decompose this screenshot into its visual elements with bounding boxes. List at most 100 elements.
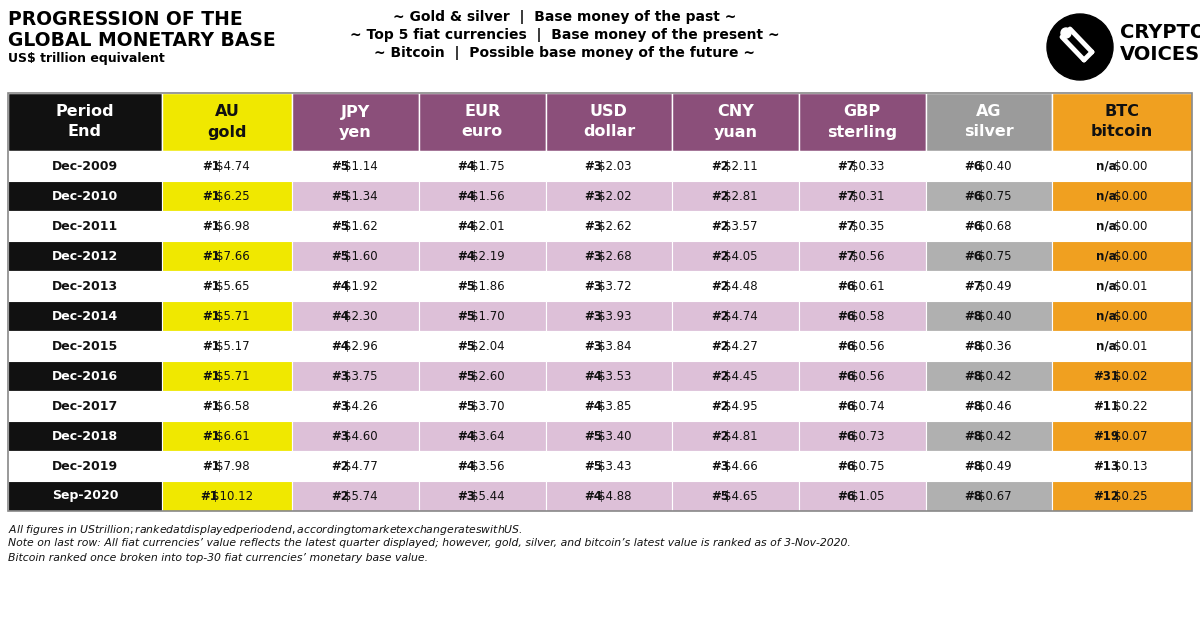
Text: #2: #2 <box>712 429 728 443</box>
Text: #8: #8 <box>965 340 983 352</box>
Text: Dec-2015: Dec-2015 <box>52 340 118 352</box>
Text: VOICES: VOICES <box>1120 46 1200 65</box>
Text: BTC: BTC <box>1105 105 1140 119</box>
Text: #2: #2 <box>712 250 728 262</box>
Text: Bitcoin ranked once broken into top-30 fiat currencies’ monetary base value.: Bitcoin ranked once broken into top-30 f… <box>8 553 428 563</box>
Bar <box>1052 451 1192 481</box>
Text: #5: #5 <box>331 159 349 173</box>
Text: #1: #1 <box>203 159 221 173</box>
Bar <box>8 211 162 241</box>
Text: $2.19: $2.19 <box>470 250 505 262</box>
Text: euro: euro <box>462 124 503 140</box>
Text: $4.81: $4.81 <box>725 429 758 443</box>
Text: $0.07: $0.07 <box>1114 429 1147 443</box>
Text: Dec-2017: Dec-2017 <box>52 399 118 413</box>
Bar <box>799 151 925 181</box>
Text: #4: #4 <box>331 279 349 293</box>
Bar <box>546 451 672 481</box>
Text: PROGRESSION OF THE: PROGRESSION OF THE <box>8 10 242 29</box>
Text: $4.74: $4.74 <box>216 159 250 173</box>
Text: $2.01: $2.01 <box>470 220 505 232</box>
Text: Dec-2011: Dec-2011 <box>52 220 118 232</box>
Text: #1: #1 <box>203 460 221 472</box>
Text: $2.60: $2.60 <box>470 370 505 382</box>
Bar <box>8 241 162 271</box>
Bar <box>1052 271 1192 301</box>
Text: $4.88: $4.88 <box>598 490 631 502</box>
Text: $1.86: $1.86 <box>470 279 505 293</box>
Text: $4.48: $4.48 <box>725 279 758 293</box>
Text: #4: #4 <box>457 460 475 472</box>
Text: $3.84: $3.84 <box>598 340 631 352</box>
Bar <box>799 241 925 271</box>
Bar <box>1052 241 1192 271</box>
Text: $3.70: $3.70 <box>472 399 504 413</box>
Text: #4: #4 <box>457 189 475 203</box>
Text: $0.56: $0.56 <box>851 340 884 352</box>
Text: #2: #2 <box>712 220 728 232</box>
Text: #2: #2 <box>712 159 728 173</box>
Text: All figures in $US trillion; ranked at displayed period end, according to market: All figures in $US trillion; ranked at d… <box>8 523 523 537</box>
Bar <box>546 481 672 511</box>
Text: $4.65: $4.65 <box>725 490 758 502</box>
Text: #4: #4 <box>584 399 602 413</box>
Text: $2.11: $2.11 <box>725 159 758 173</box>
Text: #4: #4 <box>457 429 475 443</box>
Text: #5: #5 <box>457 370 475 382</box>
Text: #3: #3 <box>331 370 349 382</box>
Bar <box>292 271 419 301</box>
Text: $1.92: $1.92 <box>344 279 378 293</box>
Text: CNY: CNY <box>718 105 754 119</box>
Text: $0.58: $0.58 <box>851 309 884 323</box>
Bar <box>292 331 419 361</box>
Text: #5: #5 <box>331 250 349 262</box>
Text: #2: #2 <box>712 279 728 293</box>
Bar <box>419 391 546 421</box>
Text: $2.30: $2.30 <box>344 309 378 323</box>
Text: #2: #2 <box>712 309 728 323</box>
Text: #4: #4 <box>584 490 602 502</box>
Text: #5: #5 <box>584 429 602 443</box>
Text: #31: #31 <box>1093 370 1120 382</box>
Text: Dec-2018: Dec-2018 <box>52 429 118 443</box>
Text: Dec-2010: Dec-2010 <box>52 189 118 203</box>
Text: $1.75: $1.75 <box>470 159 505 173</box>
Text: $0.33: $0.33 <box>851 159 884 173</box>
Text: $3.43: $3.43 <box>598 460 631 472</box>
Bar <box>419 271 546 301</box>
Text: n/a: n/a <box>1097 159 1117 173</box>
Bar <box>925 181 1052 211</box>
Bar <box>799 211 925 241</box>
Bar <box>546 241 672 271</box>
Text: #3: #3 <box>331 429 349 443</box>
Bar <box>672 451 799 481</box>
Text: AU: AU <box>215 105 240 119</box>
Text: n/a: n/a <box>1097 279 1117 293</box>
Bar <box>8 361 162 391</box>
Text: #13: #13 <box>1093 460 1120 472</box>
Bar <box>672 361 799 391</box>
Text: $3.64: $3.64 <box>470 429 505 443</box>
Text: $1.56: $1.56 <box>470 189 505 203</box>
Text: #6: #6 <box>838 429 856 443</box>
Text: $0.49: $0.49 <box>978 279 1012 293</box>
Text: #6: #6 <box>965 220 983 232</box>
Text: n/a: n/a <box>1097 189 1117 203</box>
Text: $0.74: $0.74 <box>851 399 884 413</box>
Text: EUR: EUR <box>464 105 500 119</box>
Bar <box>925 241 1052 271</box>
Bar <box>8 391 162 421</box>
Text: $2.81: $2.81 <box>725 189 758 203</box>
Text: $4.60: $4.60 <box>344 429 378 443</box>
Text: #5: #5 <box>457 279 475 293</box>
Text: $0.00: $0.00 <box>1114 189 1147 203</box>
Text: #4: #4 <box>584 370 602 382</box>
Text: $0.36: $0.36 <box>978 340 1012 352</box>
Text: $5.74: $5.74 <box>344 490 378 502</box>
Bar <box>162 301 292 331</box>
Text: #5: #5 <box>331 189 349 203</box>
Text: JPY: JPY <box>341 105 370 119</box>
Text: #6: #6 <box>965 250 983 262</box>
Text: $4.45: $4.45 <box>725 370 758 382</box>
Bar <box>925 211 1052 241</box>
